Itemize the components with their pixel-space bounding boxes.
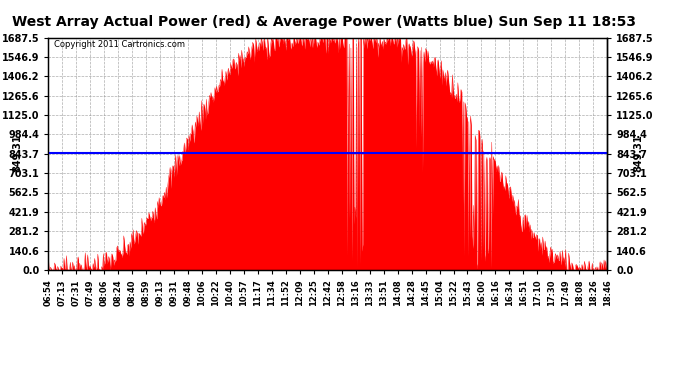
Text: West Array Actual Power (red) & Average Power (Watts blue) Sun Sep 11 18:53: West Array Actual Power (red) & Average … bbox=[12, 15, 636, 29]
Text: 849.31: 849.31 bbox=[12, 134, 23, 172]
Text: Copyright 2011 Cartronics.com: Copyright 2011 Cartronics.com bbox=[54, 40, 185, 49]
Text: 849.31: 849.31 bbox=[633, 134, 643, 172]
